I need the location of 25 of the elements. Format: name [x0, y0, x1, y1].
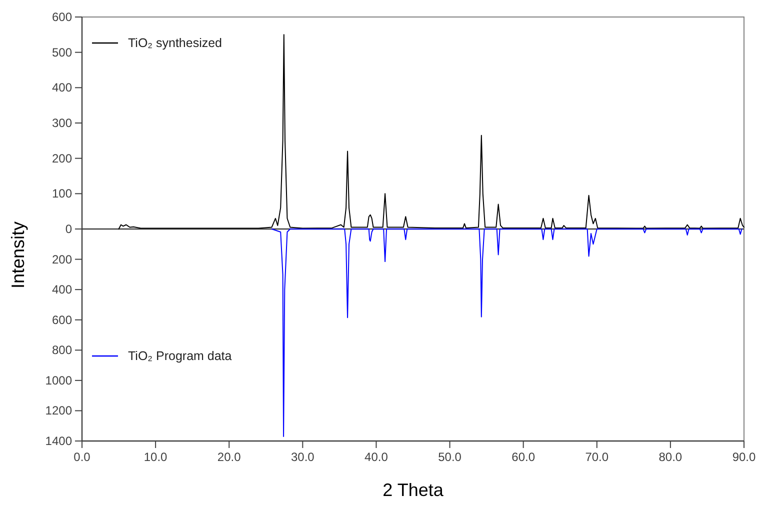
- x-tick-label: 40.0: [364, 450, 388, 464]
- y2-tick-label: 300: [52, 116, 72, 130]
- x-tick-label: 30.0: [290, 450, 315, 464]
- y-tick-label: 600: [52, 312, 72, 327]
- y-tick-label: 1000: [45, 373, 72, 388]
- y-tick-label: 1200: [45, 404, 72, 418]
- y-tick-label: 1400: [45, 434, 72, 448]
- x-tick-label: 50.0: [438, 450, 462, 464]
- legend-label: TiO₂ synthesized: [128, 36, 222, 50]
- legend-label: TiO₂ Program data: [128, 349, 232, 363]
- x-tick-label: 0.0: [74, 450, 91, 464]
- x-tick-label: 70.0: [585, 450, 609, 464]
- y2-tick-label: 500: [52, 45, 72, 60]
- y-tick-label: 200: [52, 252, 72, 266]
- x-axis-title: 2 Theta: [382, 480, 444, 500]
- x-tick-label: 10.0: [144, 450, 168, 464]
- x-tick-label: 80.0: [658, 450, 682, 464]
- x-tick-label: 60.0: [512, 450, 536, 464]
- y2-tick-label: 100: [52, 186, 72, 201]
- x-tick-label: 20.0: [217, 450, 242, 464]
- y-tick-label: 800: [52, 343, 72, 358]
- y2-tick-label: 0: [65, 222, 72, 236]
- y-axis-title: Intensity: [8, 221, 28, 289]
- y-tick-label: 400: [52, 282, 72, 297]
- x-tick-label: 90.0: [732, 450, 756, 464]
